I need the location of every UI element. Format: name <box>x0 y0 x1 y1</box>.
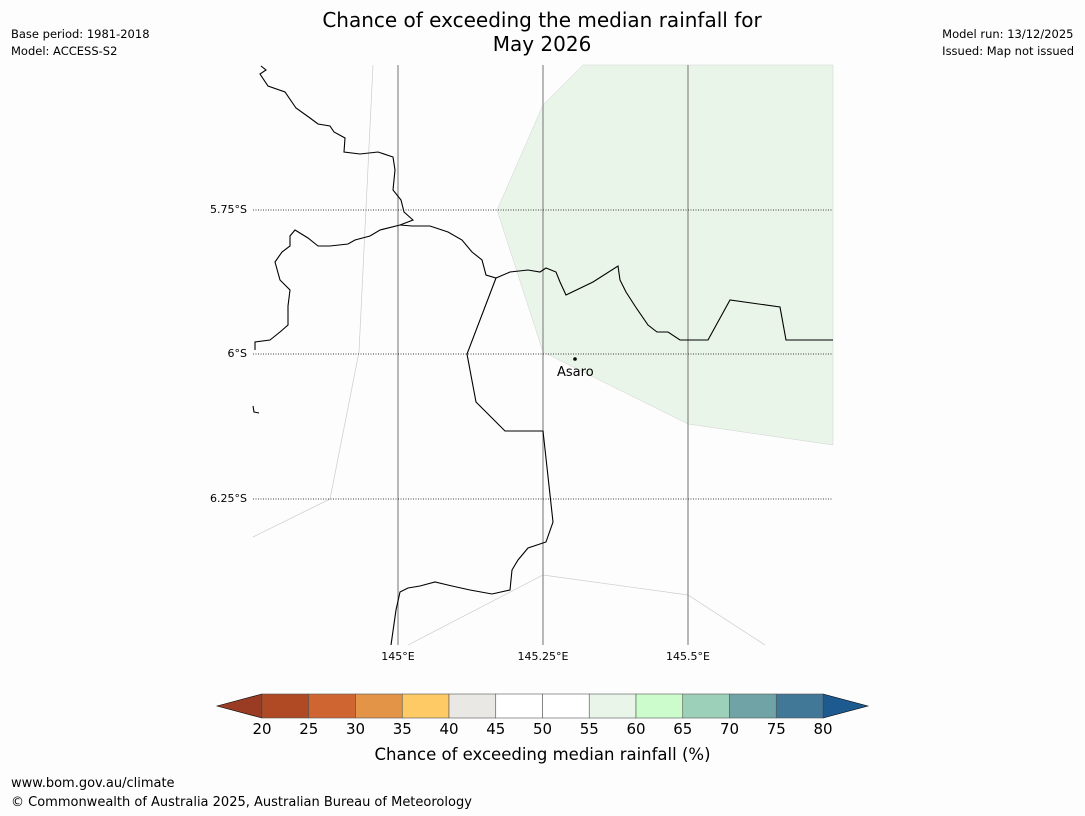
meridians <box>397 65 689 645</box>
colorbar-segment <box>495 693 543 719</box>
lat-label-5-75: 5.75°S <box>210 203 247 216</box>
lat-label-6-25: 6.25°S <box>210 492 247 505</box>
colorbar-tick-label: 55 <box>579 720 599 738</box>
colorbar-title: Chance of exceeding median rainfall (%) <box>374 745 711 764</box>
admin-boundaries <box>252 65 833 646</box>
colorbar <box>215 693 870 719</box>
asaro-marker <box>573 357 577 361</box>
lon-label-145: 145°E <box>381 650 415 663</box>
meta-left: Base period: 1981-2018 Model: ACCESS-S2 <box>11 26 150 60</box>
colorbar-segment <box>588 693 637 719</box>
colorbar-segment <box>542 693 590 719</box>
colorbar-tick-label: 60 <box>626 720 646 738</box>
colorbar-segment <box>635 693 684 719</box>
footer-url: www.bom.gov.au/climate <box>11 776 175 791</box>
map-title-line2: May 2026 <box>492 32 592 56</box>
colorbar-tick-label: 40 <box>439 720 459 738</box>
parallels <box>253 209 833 500</box>
base-period-text: Base period: 1981-2018 <box>11 27 150 41</box>
probability-region <box>496 64 834 446</box>
colorbar-tick-label: 30 <box>345 720 366 738</box>
colorbar-tick-label: 45 <box>486 720 506 738</box>
colorbar-tick-label: 70 <box>719 720 740 738</box>
colorbar-tick-label: 25 <box>299 720 319 738</box>
colorbar-over-extension <box>822 693 870 719</box>
colorbar-tick-label: 75 <box>766 720 786 738</box>
colorbar-segment <box>729 693 777 719</box>
lat-label-6: 6°S <box>227 347 247 360</box>
lon-label-145-5: 145.5°E <box>666 650 710 663</box>
map-title-line1: Chance of exceeding the median rainfall … <box>322 8 762 32</box>
map-title: Chance of exceeding the median rainfall … <box>242 8 842 56</box>
central-boundary <box>399 224 833 341</box>
region-boundaries <box>252 64 766 646</box>
lon-label-145-25: 145.25°E <box>517 650 569 663</box>
colorbar-tick-label: 20 <box>252 720 272 738</box>
colorbar-segment <box>682 693 730 719</box>
colorbar-tick-label: 80 <box>813 720 833 738</box>
district-boundary <box>390 277 554 646</box>
meta-right: Model run: 13/12/2025 Issued: Map not is… <box>942 26 1074 60</box>
colorbar-segment <box>355 693 403 719</box>
colorbar-segment <box>401 693 450 719</box>
colorbar-tick-label: 65 <box>673 720 693 738</box>
issued-text: Issued: Map not issued <box>942 44 1074 58</box>
colorbar-segment <box>448 693 497 719</box>
model-run-text: Model run: 13/12/2025 <box>942 27 1074 41</box>
place-label-asaro: Asaro <box>557 365 594 380</box>
northern-boundary <box>254 65 415 350</box>
colorbar-segment <box>308 693 356 719</box>
colorbar-tick-label: 35 <box>392 720 412 738</box>
footer-copyright: © Commonwealth of Australia 2025, Austra… <box>11 795 472 810</box>
colorbar-segment <box>261 693 310 719</box>
colorbar-tick-label: 50 <box>532 720 553 738</box>
colorbar-segment <box>775 693 824 719</box>
colorbar-under-extension <box>215 693 263 719</box>
model-text: Model: ACCESS-S2 <box>11 44 118 58</box>
fragment-boundary <box>252 405 260 414</box>
